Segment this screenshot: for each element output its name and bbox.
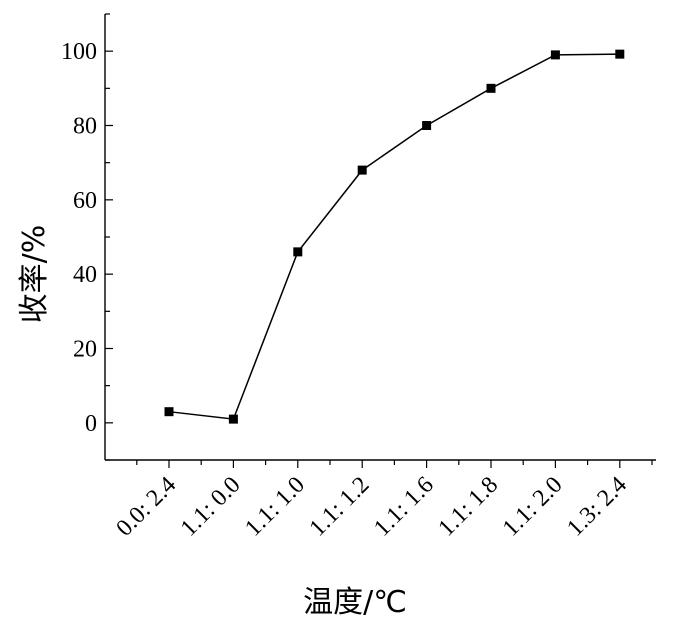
data-point-marker — [550, 50, 560, 60]
y-tick-label: 40 — [73, 262, 97, 288]
x-tick-label: 1.1: 1.8 — [433, 472, 503, 542]
series-line — [168, 53, 620, 420]
series — [164, 49, 625, 424]
data-point-marker — [615, 49, 625, 59]
x-tick-label: 1.1: 1.6 — [369, 472, 439, 542]
x-tick-label: 1.1: 1.0 — [240, 472, 310, 542]
x-tick-label: 1.1: 2.0 — [498, 472, 568, 542]
data-point-marker — [357, 165, 367, 175]
x-ticks: 0.0: 2.41.1: 0.01.1: 1.01.1: 1.21.1: 1.6… — [111, 460, 653, 542]
y-ticks: 0 20 40 60 80 100 — [61, 13, 113, 461]
x-tick-label: 1.1: 0.0 — [176, 472, 246, 542]
data-point-marker — [228, 414, 238, 424]
y-tick-label: 100 — [61, 39, 97, 65]
data-point-marker — [293, 247, 303, 257]
data-point-marker — [486, 83, 496, 93]
x-tick-label: 1.3: 2.4 — [562, 472, 632, 542]
y-tick-label: 60 — [73, 188, 97, 214]
data-point-marker — [422, 121, 432, 130]
y-axis-title: 收率/% — [17, 225, 52, 324]
data-point-marker — [164, 407, 174, 417]
axes — [104, 14, 656, 461]
y-tick-label: 0 — [85, 411, 97, 437]
x-axis-title: 温度/℃ — [303, 585, 407, 620]
x-tick-label: 0.0: 2.4 — [111, 472, 181, 542]
y-tick-label: 20 — [73, 337, 97, 363]
y-tick-label: 80 — [73, 114, 97, 140]
x-tick-label: 1.1: 1.2 — [305, 472, 375, 542]
